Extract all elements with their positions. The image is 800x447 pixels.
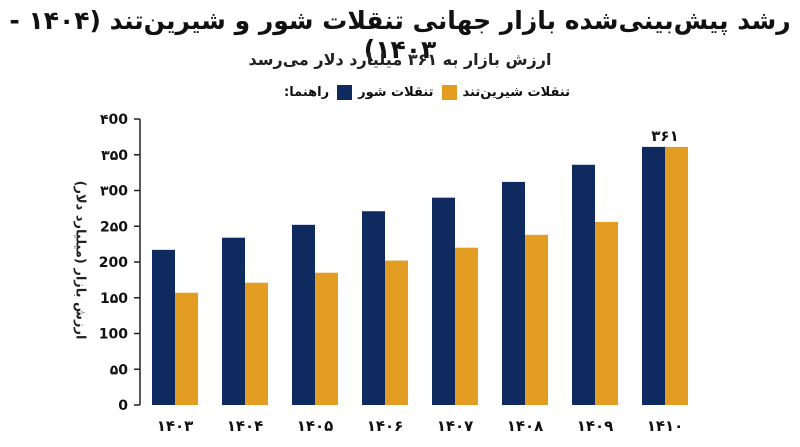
bar-salty [572, 164, 595, 405]
x-tick-label: ۱۴۱۰ [647, 417, 684, 435]
x-tick-label: ۱۴۰۵ [297, 417, 334, 435]
legend-swatch-sweet-spicy [441, 85, 457, 100]
bar-sweet-spicy [245, 282, 268, 405]
x-tick-label: ۱۴۰۸ [507, 417, 544, 435]
y-tick-label: 0 [118, 398, 128, 414]
x-tick-label: ۱۴۰۶ [367, 417, 404, 435]
x-tick-label: ۱۴۰۳ [157, 417, 194, 435]
y-tick-label: 1۵0 [100, 291, 128, 307]
bar-salty [292, 224, 315, 405]
y-tick-label: 2۵0 [100, 219, 128, 235]
bar-salty [152, 249, 175, 405]
bar-sweet-spicy [455, 247, 478, 405]
chart-title: رشد پیش‌بینی‌شده بازار جهانی تنقلات شور … [9, 6, 791, 64]
bar-salty [432, 197, 455, 405]
legend-title: راهنما: [284, 85, 330, 100]
legend-item-sweet-spicy: تنقلات شیرین‌تند [441, 85, 570, 100]
bar-sweet-spicy [315, 272, 338, 405]
chart-subtitle: ارزش بازار به ۳۶۱ میلیارد دلار می‌رسد [248, 50, 552, 69]
y-tick-label: 100 [99, 327, 128, 343]
legend-label-sweet-spicy: تنقلات شیرین‌تند [462, 85, 570, 100]
y-tick-label: ۵0 [110, 362, 129, 378]
legend-item-salty: تنقلات شور [337, 85, 434, 100]
y-tick-label: 200 [99, 255, 128, 271]
bar-salty [222, 237, 245, 405]
legend-label-salty: تنقلات شور [358, 85, 434, 100]
y-tick-label: ۴00 [100, 112, 128, 128]
bar-salty [642, 146, 665, 405]
x-tick-label: ۱۴۰۷ [437, 417, 474, 435]
legend-swatch-salty [337, 85, 353, 100]
y-tick-label: ۳۵0 [101, 148, 128, 164]
bar-sweet-spicy [385, 260, 408, 405]
x-tick-label: ۱۴۰۹ [577, 417, 614, 435]
bar-salty [502, 181, 525, 405]
bar-sweet-spicy [525, 234, 548, 405]
bar-sweet-spicy [175, 292, 198, 405]
y-tick-label: ۳00 [100, 184, 128, 200]
legend: راهنما: تنقلات شور تنقلات شیرین‌تند [282, 85, 570, 100]
bar-sweet-spicy [595, 221, 618, 405]
bar-sweet-spicy [665, 146, 688, 405]
bar-salty [362, 211, 385, 405]
x-tick-label: ۱۴۰۴ [227, 417, 264, 435]
data-label: ۳۶۱ [651, 127, 678, 145]
